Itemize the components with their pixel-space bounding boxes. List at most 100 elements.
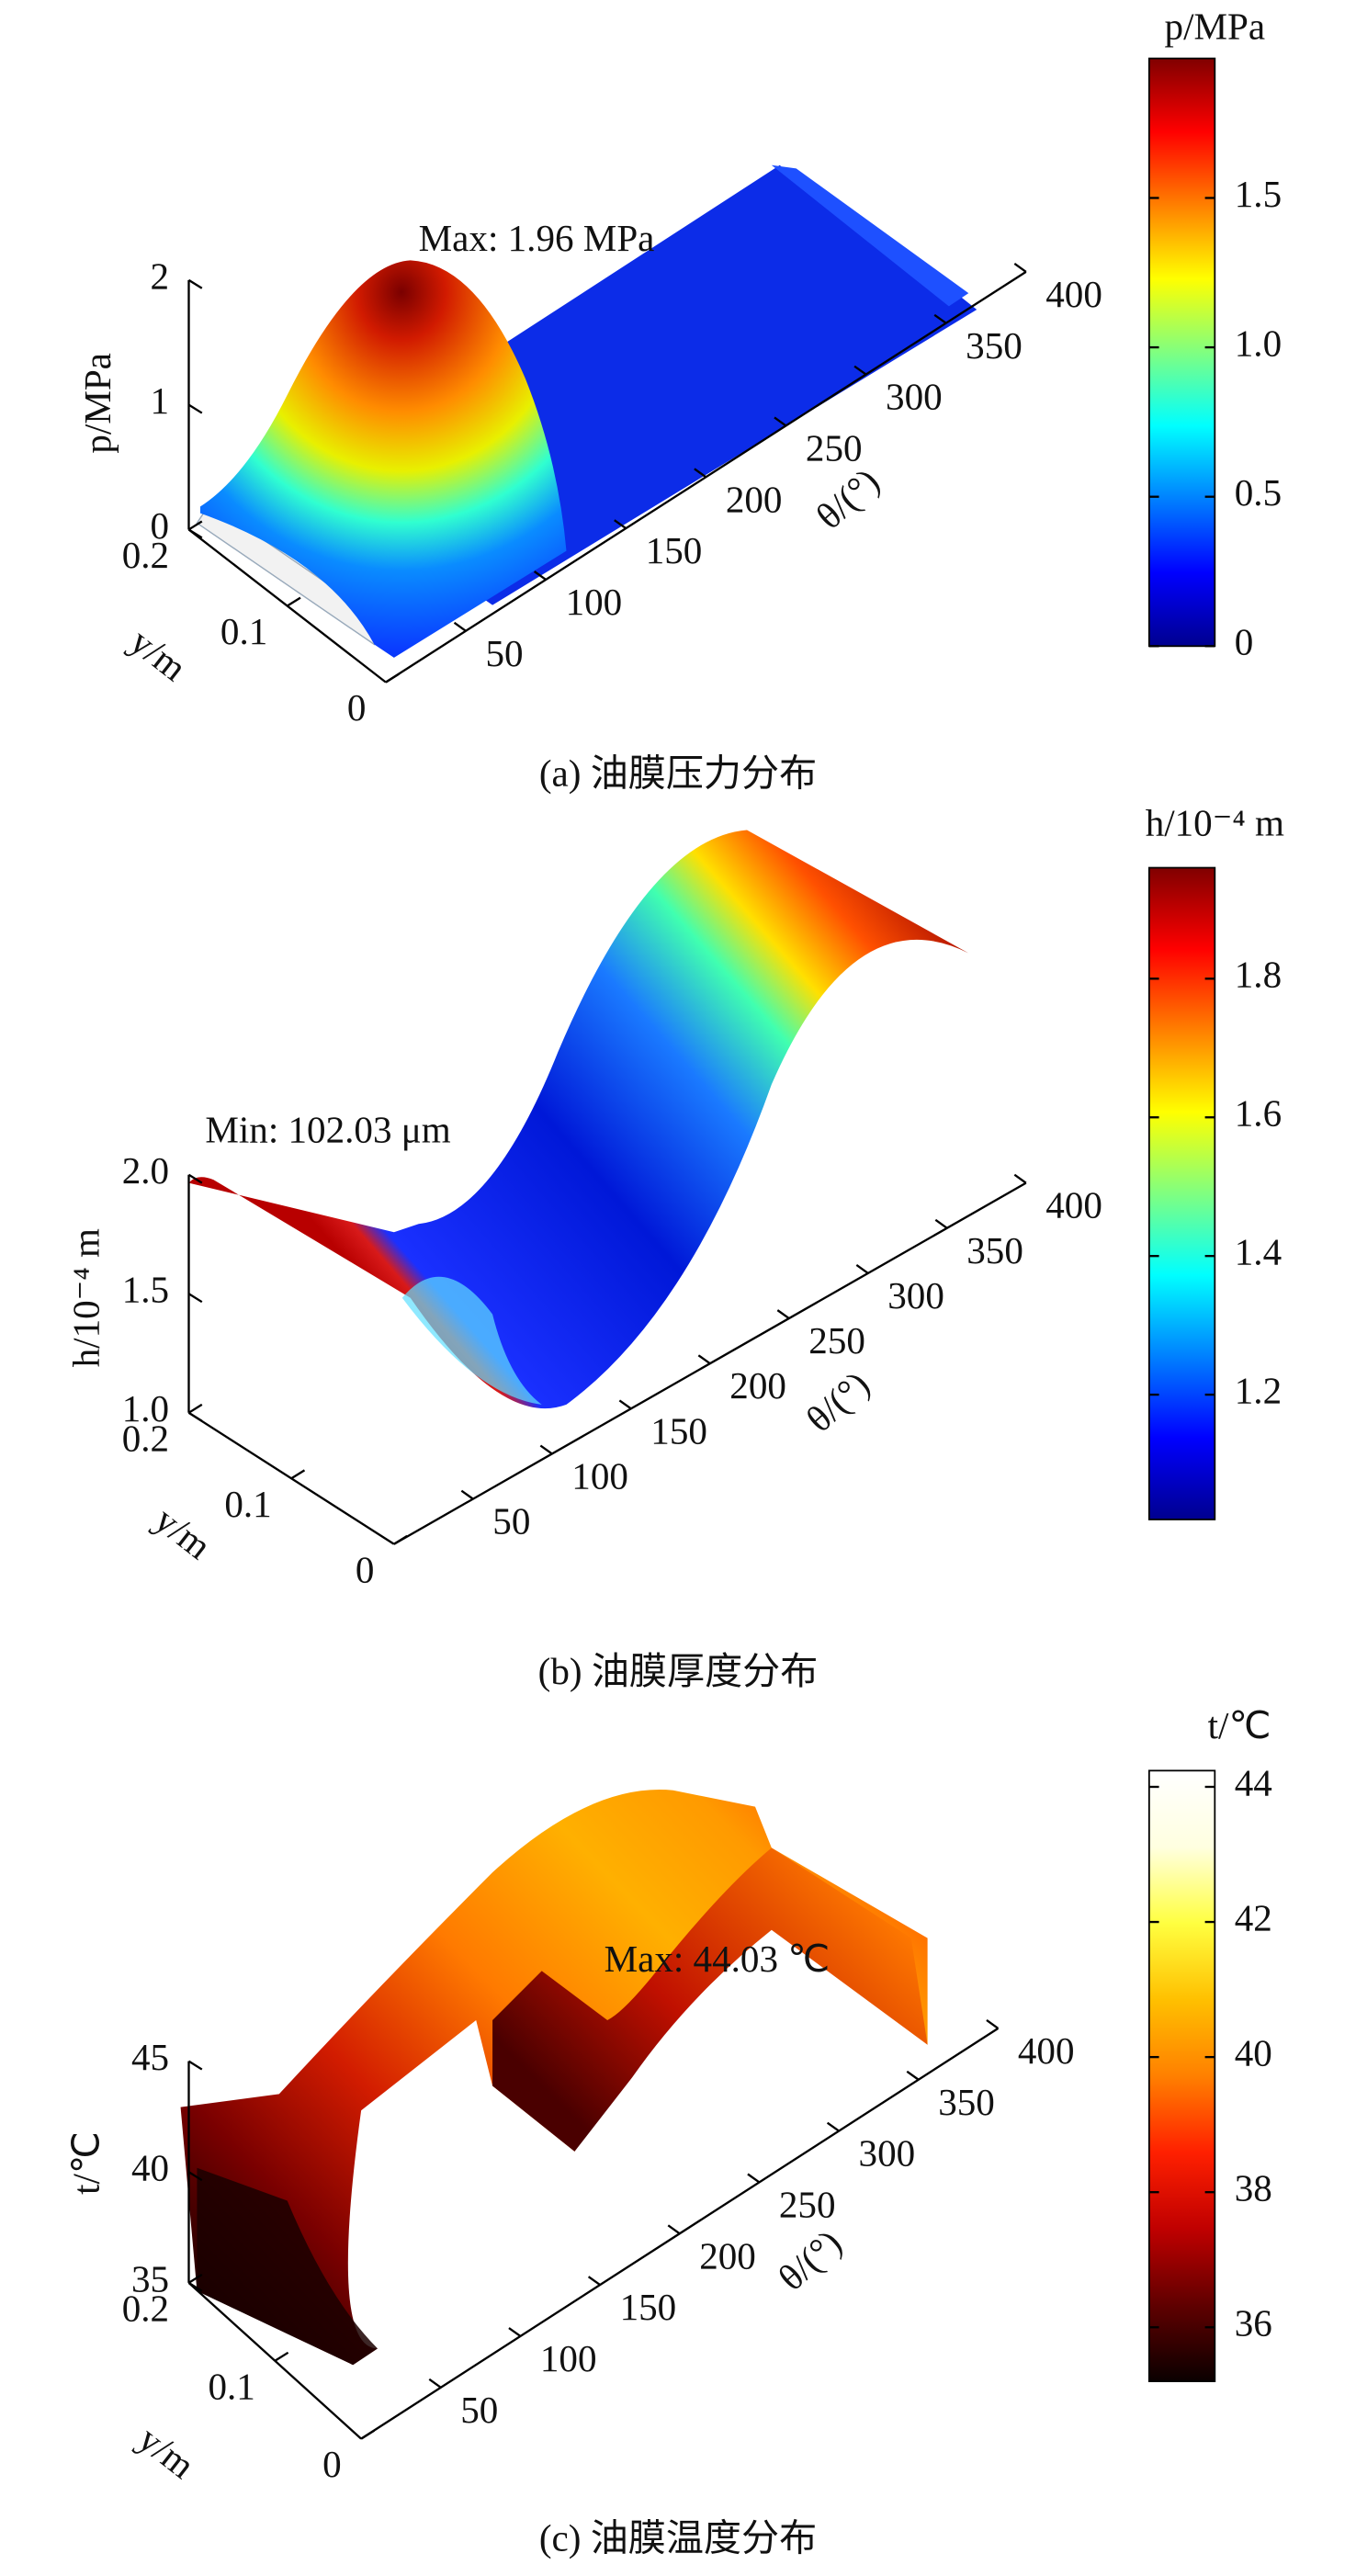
z-tick-label: 40 (131, 2147, 169, 2189)
y-tick (187, 2273, 203, 2284)
x-tick (986, 2019, 1000, 2029)
x-tick (1013, 263, 1027, 273)
y-tick (360, 2429, 376, 2440)
y-tick-label: 0.2 (122, 534, 169, 576)
y-axis-label: y/m (147, 1497, 220, 1567)
x-tick-label: 200 (726, 478, 783, 520)
colorbar-tick-label: 0.5 (1235, 471, 1282, 514)
z-axis-label: t/℃ (65, 2131, 107, 2195)
surface-b (188, 830, 969, 1409)
x-tick (776, 1309, 790, 1320)
x-tick (853, 365, 867, 376)
x-tick (460, 1489, 474, 1500)
colorbar (1147, 1769, 1216, 2382)
x-tick-label: 350 (938, 2081, 995, 2123)
z-tick-label: 1.5 (122, 1269, 169, 1311)
x-tick (539, 1444, 553, 1455)
y-tick (274, 2351, 289, 2362)
z-tick (187, 1411, 203, 1422)
x-tick-label: 50 (485, 632, 523, 674)
colorbar (1147, 866, 1216, 1520)
x-tick (855, 1264, 869, 1274)
colorbar-tick-label: 1.5 (1235, 173, 1282, 215)
x-tick (697, 1354, 711, 1365)
x-tick (667, 2224, 681, 2235)
y-axis-label: y/m (122, 619, 195, 689)
z-tick-label: 35 (131, 2257, 169, 2299)
z-tick-label: 0 (151, 504, 170, 547)
x-tick (428, 2378, 442, 2389)
x-tick (694, 468, 707, 479)
x-tick (533, 571, 547, 581)
x-tick (614, 519, 627, 530)
colorbar-tick-label: 38 (1235, 2167, 1272, 2209)
z-tick (187, 278, 203, 289)
colorbar-tick-label: 1.8 (1235, 954, 1282, 996)
x-tick (618, 1399, 632, 1410)
x-tick-label: 150 (646, 529, 703, 571)
y-tick (187, 520, 203, 531)
colorbar-tick-label: 0 (1235, 621, 1254, 663)
x-tick-label: 250 (808, 1319, 865, 1361)
y-tick-label: 0.1 (209, 2365, 255, 2407)
axes-layer: 5010015020025030035040000.10.2012p/MPay/… (65, 6, 1284, 2559)
y-axis-label: y/m (130, 2417, 203, 2487)
y-tick (187, 1403, 203, 1414)
annotation: Max: 1.96 MPa (419, 217, 655, 259)
x-tick (453, 621, 467, 632)
colorbar-tick-label: 36 (1235, 2302, 1272, 2344)
colorbar-tick-label: 1.4 (1235, 1231, 1282, 1273)
x-tick-label: 400 (1045, 1184, 1102, 1226)
caption: (c) 油膜温度分布 (539, 2517, 817, 2559)
x-tick-label: 50 (460, 2389, 498, 2431)
surface-a (196, 164, 977, 658)
z-tick (187, 2060, 203, 2071)
x-tick (826, 2121, 840, 2132)
x-tick-label: 300 (887, 1274, 944, 1316)
z-tick (187, 403, 203, 414)
x-tick-label: 300 (886, 376, 943, 418)
x-axis-label: θ/(°) (808, 460, 887, 537)
colorbar (1147, 57, 1216, 648)
y-tick-label: 0 (347, 686, 367, 729)
x-tick (774, 416, 787, 427)
z-tick (187, 2281, 203, 2292)
z-tick-label: 45 (131, 2036, 169, 2078)
y-tick-label: 0.1 (224, 1483, 271, 1525)
colorbar-label: p/MPa (1165, 6, 1266, 48)
colorbar-label: h/10⁻⁴ m (1146, 801, 1284, 843)
z-tick (187, 1293, 203, 1304)
x-tick-label: 100 (566, 581, 623, 623)
colorbar-tick-label: 40 (1235, 2032, 1272, 2074)
y-tick (385, 672, 400, 684)
y-tick (393, 1534, 408, 1545)
colorbar-tick-label: 1.0 (1235, 322, 1282, 365)
x-axis-label: θ/(°) (770, 2221, 849, 2299)
annotation: Min: 102.03 μm (205, 1108, 450, 1150)
surface-c (180, 1790, 928, 2366)
colorbar-tick-label: 44 (1235, 1761, 1272, 1803)
y-tick-label: 0.2 (122, 2287, 169, 2329)
x-tick-label: 100 (571, 1455, 628, 1497)
caption: (a) 油膜压力分布 (539, 752, 817, 795)
x-tick (906, 2070, 920, 2081)
x-tick-label: 400 (1018, 2029, 1075, 2072)
x-tick-label: 300 (859, 2132, 916, 2175)
z-tick-label: 1 (151, 379, 170, 422)
x-tick (508, 2327, 522, 2337)
z-tick-label: 1.0 (122, 1387, 169, 1429)
x-tick-label: 250 (779, 2183, 836, 2225)
x-axis-label: θ/(°) (798, 1362, 877, 1440)
x-tick-label: 250 (806, 426, 863, 469)
x-tick-label: 350 (966, 324, 1023, 367)
x-tick-label: 200 (699, 2234, 756, 2277)
y-tick (287, 596, 301, 607)
x-tick (747, 2173, 761, 2184)
z-axis-label: p/MPa (76, 353, 119, 454)
y-tick-label: 0 (356, 1548, 375, 1590)
z-tick (187, 1173, 203, 1184)
y-tick-label: 0 (322, 2443, 342, 2485)
y-tick-label: 0.2 (122, 1417, 169, 1459)
x-tick (587, 2276, 601, 2287)
